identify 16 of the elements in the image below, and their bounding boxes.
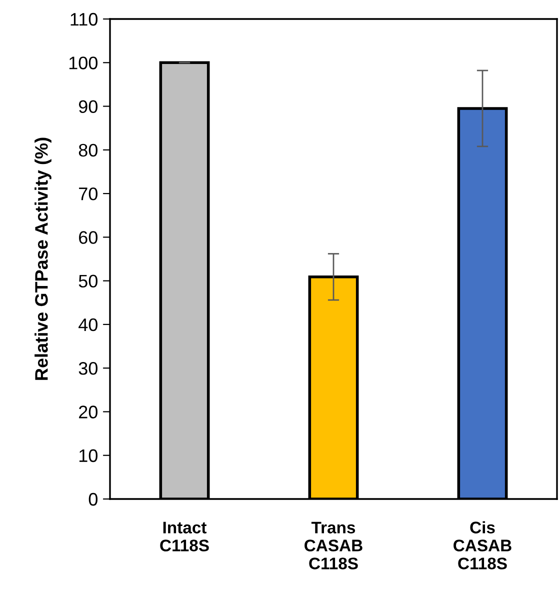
y-tick-label: 30 xyxy=(78,362,98,375)
x-tick-label: Trans CASAB C118S xyxy=(304,522,362,570)
y-tick-label: 70 xyxy=(79,187,98,200)
y-tick-label: 20 xyxy=(79,406,98,418)
y-tick-label: 90 xyxy=(78,100,98,113)
y-axis-title: Relative GTPase Activity (%) xyxy=(34,138,52,380)
y-tick-label: 100 xyxy=(69,56,98,70)
y-tick-label: 0 xyxy=(88,492,98,506)
x-tick-label: Cis CASAB C118S xyxy=(454,521,512,570)
x-tick-label: Intact C118S xyxy=(160,522,209,552)
y-tick-label: 10 xyxy=(79,449,98,462)
y-tick-label: 60 xyxy=(79,231,98,244)
y-tick-label: 40 xyxy=(78,318,98,332)
y-tick-label: 80 xyxy=(78,144,98,157)
y-tick-label: 50 xyxy=(78,274,98,288)
y-tick-label: 110 xyxy=(70,12,98,26)
